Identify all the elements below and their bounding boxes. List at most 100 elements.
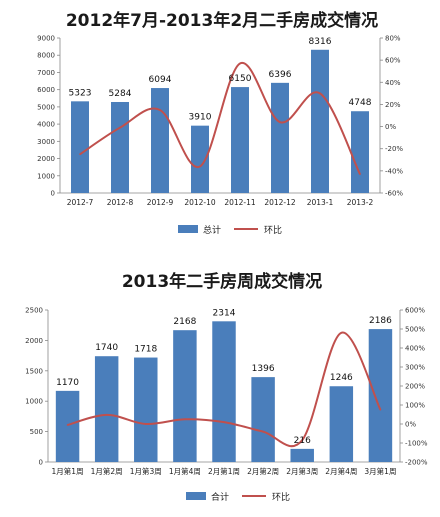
y-tick-label: 0 [39, 459, 43, 467]
data-label: 5323 [69, 88, 92, 98]
bar [271, 82, 289, 193]
y-tick-label: 500 [30, 428, 43, 436]
y-tick-label: 6000 [37, 86, 55, 94]
x-tick-label: 2012-9 [147, 198, 174, 207]
ratio-point [223, 421, 225, 423]
bar [311, 49, 329, 193]
y-tick-label: 1500 [25, 367, 43, 375]
data-label: 6150 [229, 74, 252, 84]
bar [94, 356, 119, 462]
ratio-point [340, 332, 343, 334]
data-label: 1740 [95, 343, 118, 353]
y2-tick-label: 300% [405, 364, 425, 372]
x-tick-label: 2012-11 [224, 198, 256, 207]
y2-tick-label: -100% [405, 440, 428, 448]
y2-tick-label: 600% [405, 307, 425, 315]
y-tick-label: 2500 [25, 307, 43, 315]
y-tick-label: 1000 [37, 172, 55, 180]
x-tick-label: 1月第2周 [91, 466, 123, 476]
x-tick-label: 1月第1周 [52, 466, 84, 476]
bar [111, 101, 129, 193]
y-tick-label: 8000 [37, 52, 55, 60]
bar [351, 111, 369, 193]
bar [212, 321, 236, 462]
bar [368, 329, 393, 462]
y-tick-label: 1000 [25, 398, 43, 406]
ratio-point [159, 109, 161, 111]
chart-title: 2012年7月-2013年2月二手房成交情况 [66, 10, 378, 31]
legend-swatch-bar [178, 225, 198, 233]
bar [151, 88, 169, 193]
data-label: 216 [294, 436, 311, 446]
data-label: 3910 [189, 113, 212, 123]
bar [329, 386, 354, 462]
y-tick-label: 2000 [37, 155, 55, 163]
ratio-point [262, 430, 264, 433]
data-label: 2168 [173, 317, 196, 327]
y-tick-label: 7000 [37, 69, 55, 77]
y2-tick-label: 400% [405, 345, 425, 353]
y2-tick-label: 40% [385, 79, 401, 87]
bar [55, 390, 80, 462]
ratio-point [279, 121, 281, 123]
y-tick-label: 4000 [37, 121, 55, 129]
data-label: 4748 [349, 98, 372, 108]
ratio-point [359, 173, 361, 175]
x-tick-label: 2月第3周 [286, 466, 318, 476]
x-tick-label: 2月第2周 [247, 466, 279, 476]
x-tick-label: 2012-12 [264, 198, 296, 207]
x-tick-label: 2月第1周 [208, 466, 240, 476]
x-tick-label: 2月第4周 [325, 466, 357, 476]
x-tick-label: 2012-10 [184, 198, 216, 207]
ratio-point [144, 423, 147, 425]
y-tick-label: 5000 [37, 103, 55, 111]
ratio-point [66, 424, 69, 426]
y2-tick-label: -20% [385, 145, 403, 153]
y2-tick-label: -60% [385, 190, 403, 198]
bar [191, 125, 209, 193]
ratio-point [184, 418, 186, 421]
x-tick-label: 3月第1周 [364, 466, 396, 476]
weekly-chart: 2013年二手房周成交情况 0 500 1000 1500 2000 2500 -200% -… [25, 271, 428, 503]
bar [134, 357, 158, 462]
data-label: 2186 [369, 316, 392, 326]
monthly-chart: 2012年7月-2013年2月二手房成交情况 0 1000 2000 3000 4000… [37, 10, 403, 236]
data-label: 1246 [330, 373, 353, 383]
ratio-point [319, 92, 321, 95]
y2-tick-label: 20% [385, 101, 401, 109]
y2-tick-label: 0% [385, 123, 396, 131]
y2-tick-label: 100% [405, 402, 425, 410]
bar [71, 101, 89, 193]
legend-label: 合计 [211, 491, 229, 503]
ratio-point [79, 153, 81, 156]
ratio-point [199, 165, 201, 168]
ratio-point [105, 414, 108, 416]
bar [231, 87, 249, 193]
bar [290, 448, 314, 462]
x-tick-label: 1月第4周 [169, 466, 201, 476]
data-label: 1396 [252, 364, 275, 374]
y2-tick-label: 500% [405, 326, 425, 334]
bar [251, 377, 275, 462]
ratio-point [239, 62, 241, 65]
ratio-point [301, 439, 304, 441]
data-label: 1170 [56, 378, 79, 388]
y2-tick-label: -200% [405, 459, 428, 467]
ratio-line [79, 62, 361, 175]
ratio-point [379, 408, 382, 411]
legend-label: 总计 [203, 224, 221, 236]
y-tick-label: 0 [51, 190, 55, 198]
bar [173, 330, 197, 462]
data-label: 6094 [149, 75, 172, 85]
y-tick-label: 3000 [37, 138, 55, 146]
x-tick-label: 1月第3周 [130, 466, 162, 476]
y2-tick-label: 80% [385, 35, 401, 43]
y2-tick-label: 60% [385, 57, 401, 65]
y2-tick-label: 0% [405, 421, 416, 429]
y-tick-label: 2000 [25, 337, 43, 345]
y2-tick-label: -40% [385, 167, 403, 175]
legend-label: 环比 [264, 224, 282, 236]
x-tick-label: 2013-1 [307, 198, 334, 207]
data-label: 1718 [134, 345, 157, 355]
